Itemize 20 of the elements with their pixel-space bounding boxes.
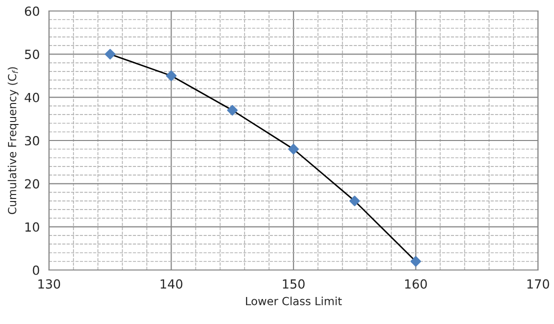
x-tick-label: 140	[160, 279, 182, 289]
point	[227, 104, 238, 116]
y-tick-label: 50	[25, 50, 40, 60]
x-axis-title: Lower Class Limit	[246, 296, 342, 306]
point	[349, 196, 360, 206]
y-tick-label: 30	[25, 136, 40, 146]
y-tick-label: 40	[24, 92, 40, 102]
x-tick-label: 130	[38, 279, 60, 289]
point	[104, 48, 116, 60]
point	[288, 144, 299, 154]
y-tick-label: 0	[32, 265, 40, 275]
y-axis-title: Cumulative Frequency (C$_{f}$)	[8, 67, 18, 214]
x-tick-label: 150	[282, 279, 305, 289]
y-tick-label: 10	[25, 222, 40, 232]
point	[166, 70, 177, 82]
x-tick-label: 160	[405, 279, 427, 289]
point	[410, 256, 422, 267]
y-tick-label: 20	[24, 179, 40, 189]
x-tick-label: 170	[527, 279, 550, 289]
y-tick-label: 60	[24, 6, 40, 16]
